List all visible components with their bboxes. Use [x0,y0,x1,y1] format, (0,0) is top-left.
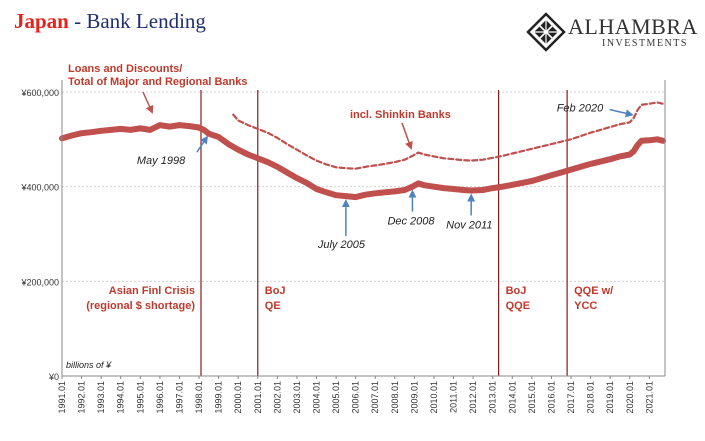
y-tick-label: ¥200,000 [20,277,59,287]
x-tick-label: 2008.01 [390,381,400,414]
x-tick-label: 2012.01 [468,381,478,414]
chart-title: Japan - Bank Lending [14,9,206,34]
date-annotation: May 1998 [137,155,186,167]
series-major-regional-line [59,122,666,201]
event-label: YCC [574,300,597,312]
x-tick-label: 1996.01 [155,381,165,414]
x-tick-label: 1998.01 [194,381,204,414]
series-major-arrow [142,91,154,114]
date-annotation: July 2005 [317,239,366,251]
chart-labels: Loans and Discounts/Total of Major and R… [66,63,634,370]
diamond-lattice-icon [526,12,566,52]
x-tick-label: 1999.01 [214,381,224,414]
event-vlines [200,90,568,376]
x-tick-label: 2016.01 [546,381,556,414]
y-tick-label: ¥400,000 [20,183,59,193]
date-annotation: Feb 2020 [557,103,604,115]
y-gridlines [62,91,665,282]
x-tick-label: 2001.01 [253,381,263,414]
x-tick-label: 2014.01 [507,381,517,414]
x-tick-label: 2021.01 [644,381,654,414]
x-tick-label: 2015.01 [527,381,537,414]
title-subject: - Bank Lending [68,9,206,33]
units-note: billions of ¥ [66,360,112,370]
x-tick-label: 2003.01 [292,381,302,414]
event-label: BoJ [265,285,286,297]
series-shinkin-arrow [401,122,413,150]
annotation-arrow [609,108,634,118]
y-tick-label: ¥600,000 [20,88,59,98]
annotation-arrow [196,135,208,153]
x-tick-label: 2011.01 [449,381,459,413]
x-tick-label: 2006.01 [351,381,361,414]
series-major-label-2: Total of Major and Regional Banks [68,76,247,88]
event-label: BoJ [506,285,527,297]
series-lines [59,101,666,201]
event-label: QQE w/ [574,285,613,297]
x-tick-label: 2002.01 [272,381,282,414]
x-tick-label: 1994.01 [116,381,126,414]
series-shinkin-line [232,101,665,170]
x-tick-label: 2009.01 [409,381,419,414]
x-tick-label: 1995.01 [135,381,145,414]
x-tick-label: 2020.01 [625,381,635,414]
axes: ¥0 ¥200,000 ¥400,000 ¥600,000 1991.01 1992.01… [20,80,666,414]
x-tick-label: 2007.01 [370,381,380,414]
x-tick-label: 1993.01 [96,381,106,414]
y-tick-label: ¥0 [48,372,59,382]
x-tick-label: 2017.01 [566,381,576,414]
event-label: Asian Finl Crisis [109,285,195,297]
x-tick-label: 2018.01 [586,381,596,414]
brand-subtitle: INVESTMENTS [602,38,688,49]
event-label: QE [265,300,281,312]
series-major-label: Loans and Discounts/ [68,63,182,75]
date-annotation: Dec 2008 [387,216,435,228]
x-tick-label: 2010.01 [429,381,439,414]
x-tick-label: 1992.01 [77,381,87,414]
brand-name: ALHAMBRA [568,14,698,39]
x-tick-label: 2004.01 [312,381,322,414]
x-tick-label: 2013.01 [488,381,498,414]
event-label: (regional $ shortage) [86,300,195,312]
brand-logo: ALHAMBRA INVESTMENTS [526,12,698,52]
x-tick-label: 2019.01 [605,381,615,414]
x-tick-label: 2000.01 [233,381,243,414]
x-tick-label: 1997.01 [174,381,184,414]
series-shinkin-label: incl. Shinkin Banks [350,109,451,121]
x-tick-label: 1991.01 [57,381,67,414]
x-tick-label: 2005.01 [331,381,341,414]
date-annotation: Nov 2011 [446,219,492,231]
event-label: QQE [506,300,530,312]
title-country: Japan [14,9,69,33]
